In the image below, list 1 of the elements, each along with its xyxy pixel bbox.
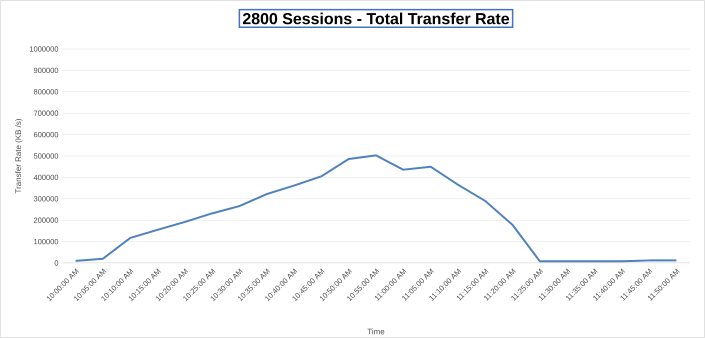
chart-title: 2800 Sessions - Total Transfer Rate [242,12,510,24]
